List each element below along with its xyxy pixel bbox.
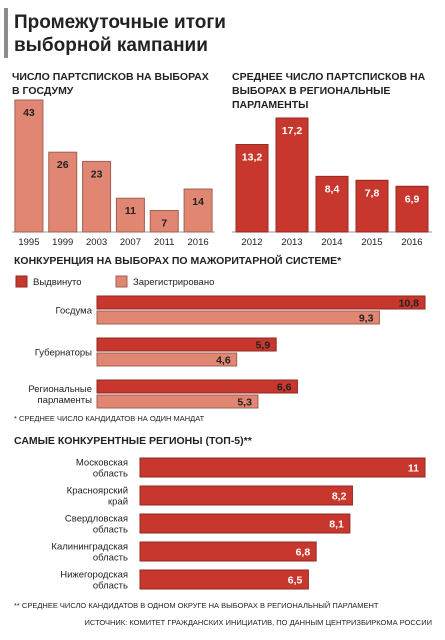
bar xyxy=(96,310,380,325)
value-label: 8,4 xyxy=(325,183,340,195)
value-label: 26 xyxy=(57,159,69,171)
value-label: 43 xyxy=(23,107,35,119)
value-label: 6,9 xyxy=(405,193,420,205)
bar xyxy=(139,457,426,478)
y-tick-label: Региональные парламенты xyxy=(28,384,92,406)
x-tick-label: 2015 xyxy=(361,237,382,248)
bar xyxy=(139,569,309,590)
bar xyxy=(183,188,213,233)
value-label: 5,9 xyxy=(256,340,271,352)
chart-title: САМЫЕ КОНКУРЕНТНЫЕ РЕГИОНЫ (ТОП-5)** xyxy=(14,435,253,447)
value-label: 23 xyxy=(91,168,103,180)
x-tick-label: 2016 xyxy=(401,237,422,248)
y-tick-label: Губернаторы xyxy=(35,348,92,359)
x-tick-label: 1999 xyxy=(52,237,73,248)
x-tick-label: 2011 xyxy=(154,237,174,248)
legend-label: Выдвинуто xyxy=(33,277,82,288)
legend-swatch xyxy=(115,275,128,288)
x-tick-label: 2012 xyxy=(241,237,262,248)
source: ИСТОЧНИК: КОМИТЕТ ГРАЖДАНСКИХ ИНИЦИАТИВ,… xyxy=(85,618,432,627)
value-label: 14 xyxy=(192,196,204,208)
chart-title: СРЕДНЕЕ ЧИСЛО ПАРТСПИСКОВ НА ВЫБОРАХ В РЕ… xyxy=(232,71,426,111)
bar xyxy=(96,379,298,394)
value-label: 4,6 xyxy=(216,355,231,367)
y-tick-label: Госдума xyxy=(55,306,92,317)
value-label: 11 xyxy=(125,205,136,217)
value-label: 8,2 xyxy=(332,491,347,503)
value-label: 13,2 xyxy=(242,152,263,164)
value-label: 11 xyxy=(408,463,419,475)
value-label: 6,6 xyxy=(277,382,292,394)
bar xyxy=(275,117,309,233)
value-label: 17,2 xyxy=(282,125,303,137)
legend-swatch xyxy=(15,275,28,288)
bar xyxy=(315,175,349,233)
value-label: 5,3 xyxy=(237,397,252,409)
bar xyxy=(96,352,238,367)
bar xyxy=(139,513,351,534)
bar xyxy=(96,295,426,310)
bar xyxy=(235,144,269,233)
page-title: Промежуточные итоги выборной кампании xyxy=(14,12,226,56)
footnote: * СРЕДНЕЕ ЧИСЛО КАНДИДАТОВ НА ОДИН МАНДА… xyxy=(14,414,205,423)
bar xyxy=(82,160,112,233)
value-label: 9,3 xyxy=(359,313,374,325)
chart-title: ЧИСЛО ПАРТСПИСКОВ НА ВЫБОРАХ В ГОСДУМУ xyxy=(12,71,209,97)
value-label: 6,8 xyxy=(296,547,311,559)
x-tick-label: 2014 xyxy=(321,237,342,248)
bar xyxy=(14,99,44,233)
bar xyxy=(96,394,259,409)
bar xyxy=(139,541,317,562)
x-tick-label: 2003 xyxy=(86,237,107,248)
value-label: 7,8 xyxy=(365,187,380,199)
bar xyxy=(115,197,145,233)
bar xyxy=(395,185,429,233)
y-tick-label: Красноярский край xyxy=(67,486,128,508)
bar xyxy=(139,485,353,506)
chart-title: КОНКУРЕНЦИЯ НА ВЫБОРАХ ПО МАЖОРИТАРНОЙ С… xyxy=(14,254,342,267)
bar xyxy=(149,210,179,233)
value-label: 10,8 xyxy=(399,298,420,310)
bar xyxy=(355,179,389,233)
y-tick-label: Калининградская область xyxy=(51,542,128,564)
value-label: 6,5 xyxy=(288,575,303,587)
title-accent xyxy=(4,8,8,58)
x-tick-label: 1995 xyxy=(18,237,39,248)
y-tick-label: Московская область xyxy=(76,458,128,480)
value-label: 7 xyxy=(161,218,167,230)
y-tick-label: Свердловская область xyxy=(65,514,128,536)
legend-label: Зарегистрировано xyxy=(133,277,214,288)
x-tick-label: 2007 xyxy=(120,237,141,248)
y-tick-label: Нижегородская область xyxy=(60,570,128,592)
footnote: ** СРЕДНЕЕ ЧИСЛО КАНДИДАТОВ В ОДНОМ ОКРУ… xyxy=(14,601,379,610)
x-tick-label: 2013 xyxy=(281,237,302,248)
value-label: 8,1 xyxy=(329,519,344,531)
x-tick-label: 2016 xyxy=(188,237,209,248)
bar xyxy=(96,337,277,352)
bar xyxy=(48,151,78,233)
